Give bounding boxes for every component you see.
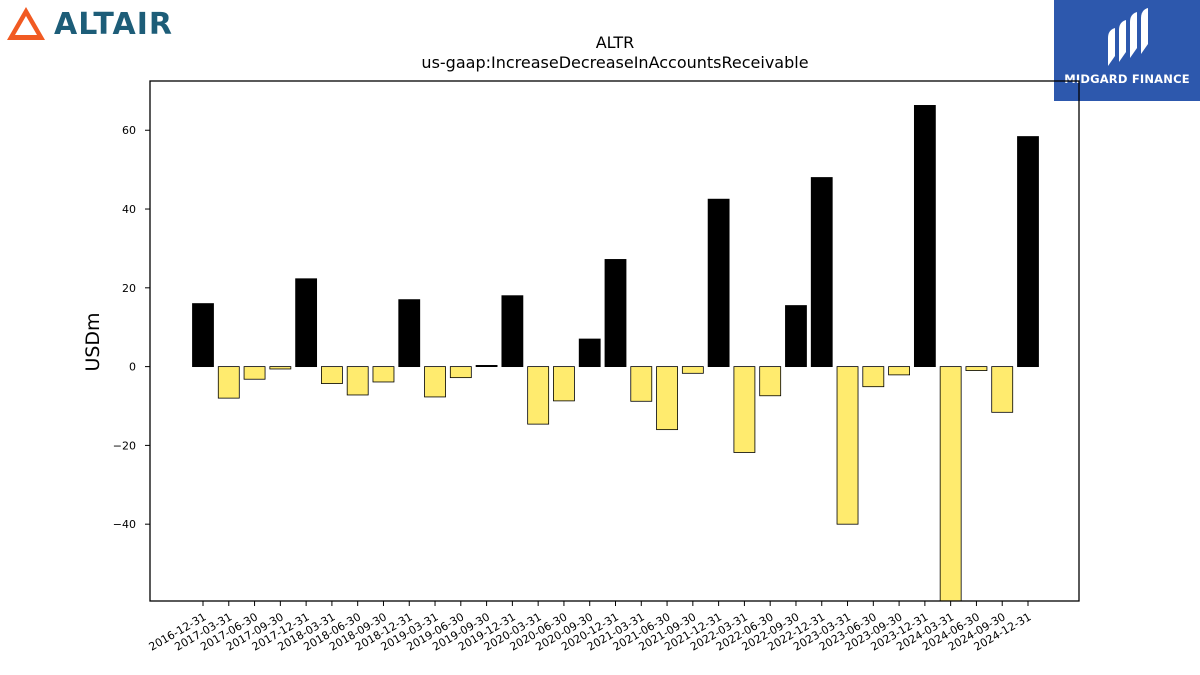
bar-2024-03-31	[939, 366, 962, 602]
bar-2023-03-31	[836, 366, 859, 525]
bar-2020-09-30	[578, 338, 601, 368]
bar-2017-06-30	[243, 366, 266, 380]
bars-group	[192, 105, 1039, 602]
y-tick-label: 40	[122, 203, 136, 216]
bar-2024-09-30	[991, 366, 1014, 413]
bar-2023-06-30	[862, 366, 885, 388]
y-axis-ticks: −40 −20 0 20 40 60	[113, 124, 150, 531]
bar-2016-12-31	[192, 303, 214, 368]
bar-2021-12-31	[707, 198, 730, 367]
bar-2017-03-31	[217, 366, 240, 399]
bar-2020-12-31	[604, 259, 627, 368]
plot-frame	[149, 80, 1080, 602]
bar-2021-03-31	[630, 366, 653, 402]
bar-2024-06-30	[965, 366, 988, 371]
bar-2018-09-30	[372, 366, 395, 383]
chart-subtitle: us-gaap:IncreaseDecreaseInAccountsReceiv…	[421, 53, 808, 72]
midgard-finance-logo: MIDGARD FINANCE	[1054, 0, 1200, 101]
altair-logo: ALTAIR	[4, 2, 194, 46]
bar-2021-09-30	[681, 366, 704, 374]
bar-2022-09-30	[785, 305, 807, 368]
altair-logo-icon	[7, 7, 45, 40]
bar-2018-06-30	[346, 366, 369, 396]
y-tick-label: −40	[113, 518, 136, 531]
y-tick-label: 60	[122, 124, 136, 137]
bar-2022-03-31	[733, 366, 756, 453]
y-tick-label: 0	[129, 361, 136, 374]
midgard-logo-text: MIDGARD FINANCE	[1064, 72, 1190, 86]
bar-2019-06-30	[449, 366, 472, 379]
y-axis-label: USDm	[82, 312, 104, 371]
midgard-logo-icon	[1108, 8, 1148, 66]
bar-2020-06-30	[553, 366, 575, 402]
bar-2022-12-31	[810, 177, 833, 368]
chart-title: ALTR	[596, 33, 635, 52]
bar-2019-12-31	[501, 295, 524, 368]
bar-2023-12-31	[913, 105, 936, 367]
bar-2018-03-31	[321, 366, 343, 384]
bar-2017-12-31	[295, 278, 318, 368]
bar-2018-12-31	[398, 299, 421, 368]
bar-2021-06-30	[656, 366, 678, 431]
bar-2020-03-31	[527, 366, 550, 425]
y-tick-label: 20	[122, 282, 136, 295]
bar-2019-03-31	[424, 366, 446, 398]
bar-2019-09-30	[475, 365, 498, 368]
y-tick-label: −20	[113, 439, 136, 452]
altair-logo-text: ALTAIR	[54, 6, 173, 42]
bar-2017-09-30	[269, 366, 292, 370]
bar-2022-06-30	[759, 366, 782, 397]
bar-2024-12-31	[1017, 136, 1039, 368]
x-axis-ticks: 2016-12-312017-03-312017-06-302017-09-30…	[147, 601, 1034, 654]
bar-2023-09-30	[888, 366, 910, 376]
